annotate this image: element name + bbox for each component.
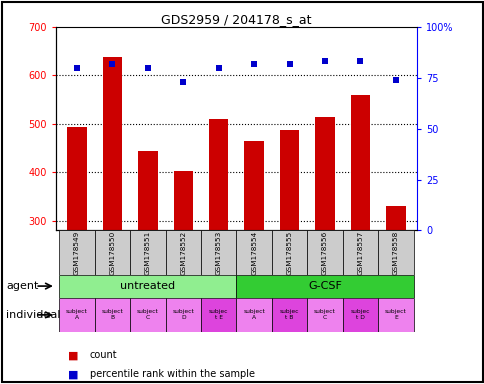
Bar (272, 298, 307, 332)
Text: GSM178557: GSM178557 (357, 230, 363, 275)
Text: subject
C: subject C (136, 310, 158, 320)
Bar (307, 298, 342, 332)
Text: ■: ■ (68, 369, 78, 379)
Bar (350, 95, 369, 230)
Bar (279, 130, 299, 230)
Text: GSM178555: GSM178555 (286, 230, 292, 275)
Bar (94, 230, 130, 275)
Text: GSM178551: GSM178551 (145, 230, 151, 275)
Text: subject
D: subject D (172, 310, 194, 320)
Bar (94, 298, 130, 332)
Text: GSM178554: GSM178554 (251, 230, 257, 275)
Bar (236, 275, 413, 298)
Bar (138, 151, 157, 230)
Text: subjec
t B: subjec t B (279, 310, 299, 320)
Text: count: count (90, 350, 117, 360)
Bar (307, 230, 342, 275)
Bar (200, 298, 236, 332)
Text: GSM178552: GSM178552 (180, 230, 186, 275)
Text: subjec
t D: subjec t D (350, 310, 369, 320)
Bar (165, 298, 200, 332)
Bar (130, 298, 165, 332)
Title: GDS2959 / 204178_s_at: GDS2959 / 204178_s_at (161, 13, 311, 26)
Bar (59, 298, 94, 332)
Text: untreated: untreated (120, 281, 175, 291)
Text: GSM178553: GSM178553 (215, 230, 221, 275)
Text: GSM178556: GSM178556 (321, 230, 327, 275)
Bar (209, 119, 228, 230)
Text: subject
C: subject C (314, 310, 335, 320)
Bar (236, 298, 272, 332)
Bar (315, 116, 334, 230)
Text: GSM178549: GSM178549 (74, 230, 80, 275)
Text: G-CSF: G-CSF (307, 281, 341, 291)
Bar (244, 141, 263, 230)
Text: subject
A: subject A (242, 310, 265, 320)
Bar (272, 230, 307, 275)
Text: subject
B: subject B (101, 310, 123, 320)
Bar (378, 298, 413, 332)
Bar (67, 127, 87, 230)
Bar (173, 171, 193, 230)
Bar (165, 230, 200, 275)
Bar (342, 230, 378, 275)
Text: GSM178550: GSM178550 (109, 230, 115, 275)
Bar (130, 230, 165, 275)
Text: subject
A: subject A (66, 310, 88, 320)
Bar (103, 57, 122, 230)
Text: agent: agent (6, 281, 39, 291)
Text: percentile rank within the sample: percentile rank within the sample (90, 369, 254, 379)
Bar (59, 230, 94, 275)
Text: GSM178558: GSM178558 (392, 230, 398, 275)
Text: subjec
t E: subjec t E (209, 310, 228, 320)
Text: subject
E: subject E (384, 310, 406, 320)
Bar (236, 230, 272, 275)
Text: ■: ■ (68, 350, 78, 360)
Bar (59, 275, 236, 298)
Bar (200, 230, 236, 275)
Bar (342, 298, 378, 332)
Bar (385, 206, 405, 230)
Bar (378, 230, 413, 275)
Text: individual: individual (6, 310, 60, 320)
